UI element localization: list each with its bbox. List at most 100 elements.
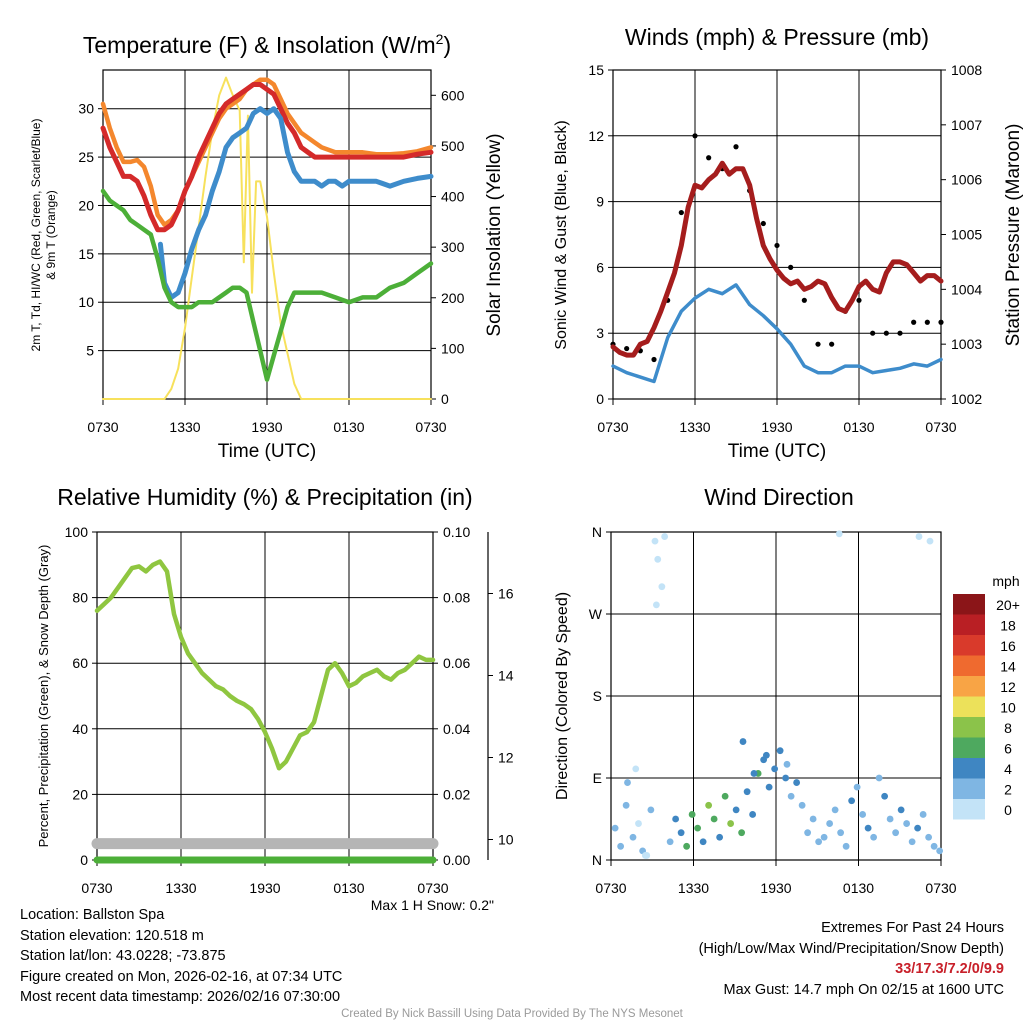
y-tick-label: 0 <box>596 391 604 407</box>
colorbar-swatch <box>953 635 985 656</box>
direction-point <box>870 833 878 841</box>
direction-point <box>908 838 916 846</box>
y-tick-label: 9 <box>596 194 604 210</box>
x-tick-label: 0730 <box>925 419 956 435</box>
extremes-info: Extremes For Past 24 Hours (High/Low/Max… <box>699 918 1004 1000</box>
direction-point <box>658 583 666 591</box>
pressure-line <box>610 160 944 358</box>
precip-axis-tick-label: 0.10 <box>443 524 470 540</box>
direction-point <box>727 820 735 827</box>
series-line-yellow <box>102 76 432 400</box>
snow-axis-tick-label: 10 <box>498 832 514 848</box>
y-right-tick-label: 300 <box>441 239 465 255</box>
y-tick-label: 60 <box>72 655 88 671</box>
direction-point <box>804 829 812 837</box>
y-tick-label: N <box>592 852 602 868</box>
direction-point <box>710 815 718 823</box>
colorbar-label: 10 <box>1000 700 1016 716</box>
direction-point <box>771 765 779 773</box>
direction-point <box>831 806 839 814</box>
direction-point <box>677 829 685 837</box>
gust-point <box>678 209 684 216</box>
direction-point <box>809 815 817 823</box>
direction-point <box>914 824 922 832</box>
x-tick-label: 0730 <box>417 880 448 896</box>
colorbar-swatch <box>953 696 985 717</box>
colorbar-label: 8 <box>1004 720 1012 736</box>
direction-point <box>859 811 867 818</box>
direction-point <box>837 829 845 837</box>
colorbar-swatch <box>953 614 985 635</box>
gust-point <box>870 330 876 336</box>
snow-note: Max 1 H Snow: 0.2" <box>370 897 494 913</box>
y-right-tick-label: 1008 <box>951 62 982 78</box>
y-tick-label: 3 <box>596 325 604 341</box>
x-tick-label: 1330 <box>165 880 196 896</box>
x-tick-label: 1330 <box>679 419 710 435</box>
direction-point <box>622 801 630 809</box>
speed-colorbar: mph 20+ 18 16 14 12 10 8 6 4 2 0 <box>953 573 1020 820</box>
direction-point <box>919 811 927 818</box>
x-tick-label: 0130 <box>843 419 874 435</box>
direction-point <box>641 852 649 859</box>
gust-point <box>651 356 657 363</box>
y-right-tick-label: 600 <box>441 87 465 103</box>
colorbar-swatch <box>953 799 985 820</box>
direction-point <box>765 783 773 791</box>
chart-title: Wind Direction <box>704 484 854 510</box>
direction-point <box>787 792 795 800</box>
series-line-orange <box>100 77 434 228</box>
gust-point <box>938 319 944 325</box>
gust-point <box>924 319 930 325</box>
gust-point <box>692 133 698 139</box>
direction-point <box>853 783 861 791</box>
direction-point <box>881 792 889 800</box>
x-tick-label: 0130 <box>333 880 364 896</box>
direction-point <box>739 738 747 745</box>
snow-axis-tick-label: 12 <box>498 750 514 766</box>
precip-axis-tick-label: 0.06 <box>443 655 470 671</box>
direction-point <box>903 820 911 827</box>
x-tick-label: 1330 <box>169 419 200 435</box>
series-line-blue <box>157 106 434 300</box>
precip-axis-tick-label: 0.00 <box>443 852 470 868</box>
colorbar-label: 2 <box>1004 782 1012 798</box>
y-axis-label-left: Percent, Precipitation (Green), & Snow D… <box>36 545 51 848</box>
y-tick-label: 0 <box>80 852 88 868</box>
direction-point <box>654 555 662 563</box>
x-tick-label: 0130 <box>333 419 364 435</box>
series-line-green <box>100 188 434 382</box>
colorbar-label: 0 <box>1004 802 1012 818</box>
colorbar-label: 14 <box>1000 659 1016 675</box>
y-right-tick-label: 1006 <box>951 172 982 188</box>
latlon-text: Station lat/lon: 43.0228; -73.875 <box>20 948 226 964</box>
direction-point <box>632 765 640 773</box>
direction-point <box>897 806 905 814</box>
direction-point <box>820 833 828 841</box>
y-right-tick-label: 1004 <box>951 281 982 297</box>
y-right-tick-label: 1002 <box>951 391 982 407</box>
direction-point <box>661 533 669 540</box>
y-tick-label: 12 <box>588 128 604 144</box>
wind-direction-panel: 0730 1330 1930 0130 0730 N E S W N <box>589 524 957 896</box>
precip-axis-tick-label: 0.02 <box>443 786 470 802</box>
x-axis-label: Time (UTC) <box>728 441 827 462</box>
precip-axis-tick-label: 0.04 <box>443 721 470 737</box>
x-tick-label: 1930 <box>761 419 792 435</box>
colorbar-label: 6 <box>1004 741 1012 757</box>
gust-point <box>733 144 739 150</box>
direction-point <box>782 774 790 782</box>
precip-axis-tick-label: 0.08 <box>443 590 470 606</box>
colorbar-label: 18 <box>1000 618 1016 634</box>
y-right-tick-label: 500 <box>441 138 465 154</box>
gust-point <box>883 330 889 336</box>
x-tick-label: 0730 <box>925 880 956 896</box>
gust-point <box>774 242 780 249</box>
direction-point <box>716 833 724 841</box>
direction-point <box>864 824 872 832</box>
direction-point <box>930 842 938 850</box>
y-tick-label: 30 <box>78 101 94 117</box>
direction-point <box>743 788 751 796</box>
y-axis-label-right: Station Pressure (Maroon) <box>1003 124 1024 347</box>
y-tick-label: 40 <box>72 721 88 737</box>
